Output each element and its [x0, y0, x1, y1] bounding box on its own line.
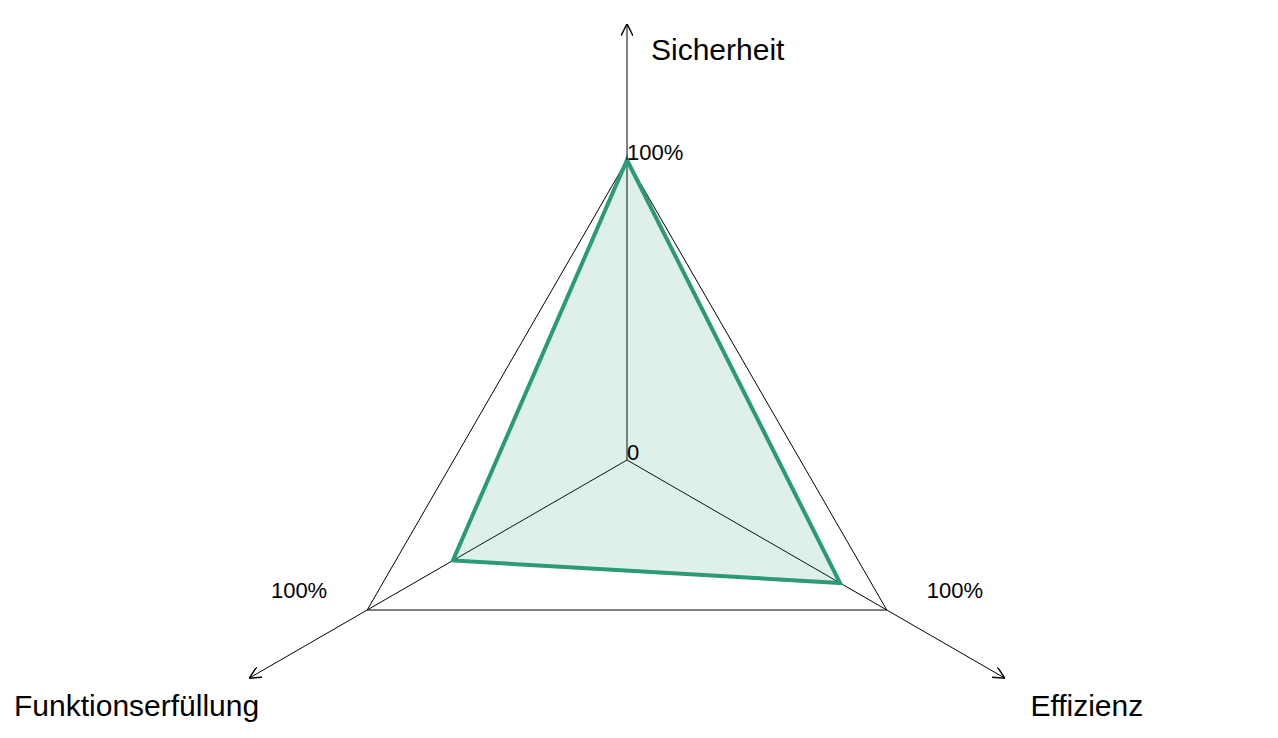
svg-text:0: 0: [627, 440, 639, 465]
svg-text:100%: 100%: [927, 578, 983, 603]
svg-text:Funktionserfüllung: Funktionserfüllung: [14, 689, 259, 722]
svg-text:Effizienz: Effizienz: [1030, 689, 1143, 722]
svg-text:100%: 100%: [627, 140, 683, 165]
svg-text:Sicherheit: Sicherheit: [651, 33, 785, 66]
svg-text:100%: 100%: [271, 578, 327, 603]
